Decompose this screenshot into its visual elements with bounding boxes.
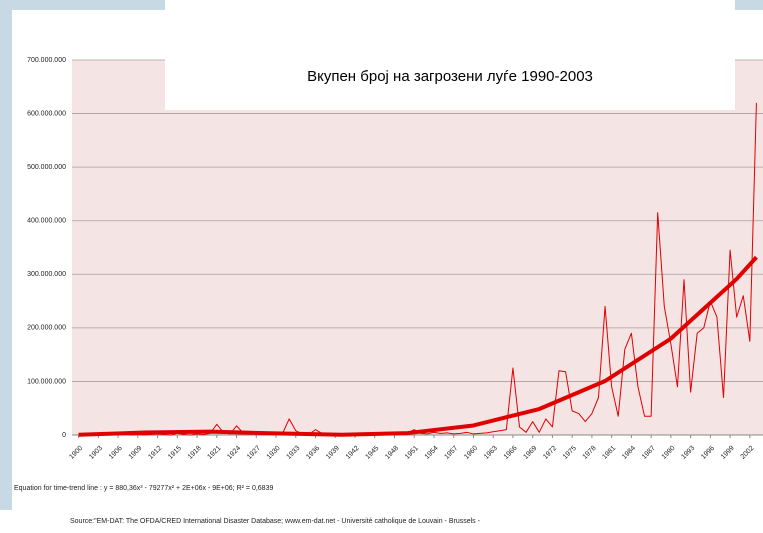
equation: Equation for time-trend line : y = 880,3… [14,485,273,492]
side-band [0,0,12,510]
source: Source:"EM-DAT: The OFDA/CRED Internatio… [70,518,481,525]
y-tick-label: 100.000.000 [27,378,66,385]
y-tick-label: 0 [62,432,66,439]
y-tick-label: 700.000.000 [27,57,66,64]
title-box [165,0,735,110]
y-tick-label: 400.000.000 [27,218,66,225]
y-tick-label: 600.000.000 [27,110,66,117]
y-tick-label: 200.000.000 [27,325,66,332]
y-tick-label: 500.000.000 [27,164,66,171]
chart: Вкупен број на загрозени луѓе 1990-2003 … [0,0,763,533]
chart-title: Вкупен број на загрозени луѓе 1990-2003 [307,68,593,85]
y-tick-label: 300.000.000 [27,271,66,278]
plot-area [72,60,763,435]
